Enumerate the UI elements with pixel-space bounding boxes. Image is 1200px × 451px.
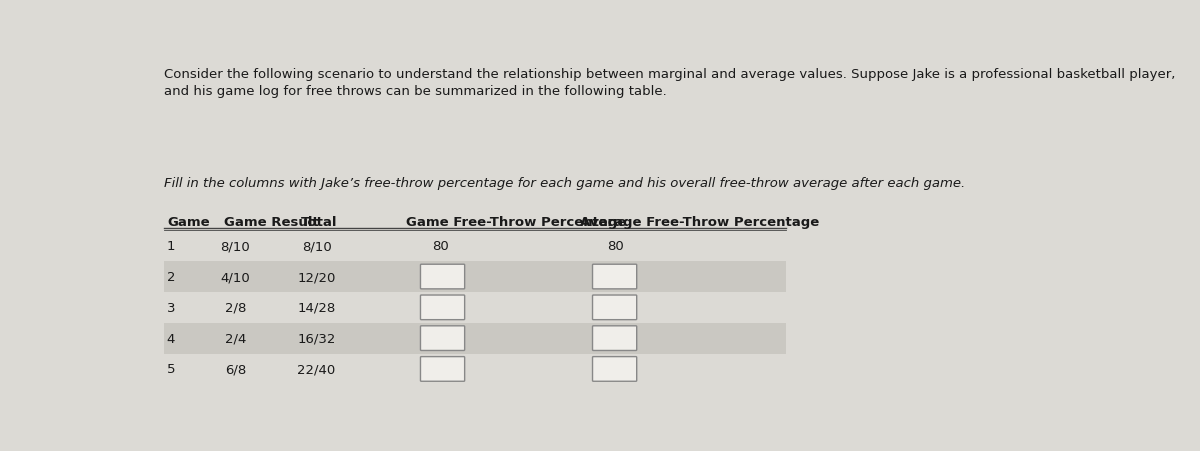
Text: 4/10: 4/10 [221,271,250,283]
Text: Total: Total [301,216,337,229]
Bar [164,231,786,262]
Text: 2/8: 2/8 [224,301,246,314]
FancyBboxPatch shape [593,357,637,382]
FancyBboxPatch shape [420,326,464,351]
Text: 5: 5 [167,363,175,376]
FancyBboxPatch shape [420,265,464,289]
FancyBboxPatch shape [593,265,637,289]
Text: and his game log for free throws can be summarized in the following table.: and his game log for free throws can be … [164,85,667,98]
Bar [164,262,786,292]
Text: 8/10: 8/10 [301,240,331,253]
Text: 16/32: 16/32 [298,332,336,345]
Text: Fill in the columns with Jake’s free-throw percentage for each game and his over: Fill in the columns with Jake’s free-thr… [164,177,965,190]
FancyBboxPatch shape [593,295,637,320]
Bar [164,354,786,385]
Text: 3: 3 [167,301,175,314]
FancyBboxPatch shape [420,357,464,382]
Text: 6/8: 6/8 [224,363,246,376]
Text: Consider the following scenario to understand the relationship between marginal : Consider the following scenario to under… [164,68,1175,81]
Text: 80: 80 [607,240,623,253]
Text: 8/10: 8/10 [221,240,250,253]
Text: 2: 2 [167,271,175,283]
Text: Average Free-Throw Percentage: Average Free-Throw Percentage [580,216,820,229]
Text: 22/40: 22/40 [298,363,336,376]
Text: 1: 1 [167,240,175,253]
Bar [164,292,786,323]
Text: 12/20: 12/20 [298,271,336,283]
Bar [164,323,786,354]
Text: Game Free-Throw Percentage: Game Free-Throw Percentage [406,216,626,229]
Text: 2/4: 2/4 [224,332,246,345]
FancyBboxPatch shape [420,295,464,320]
Text: Game: Game [167,216,210,229]
Text: 80: 80 [432,240,449,253]
Text: 4: 4 [167,332,175,345]
Text: 14/28: 14/28 [298,301,336,314]
Text: Game Result: Game Result [223,216,318,229]
FancyBboxPatch shape [593,326,637,351]
